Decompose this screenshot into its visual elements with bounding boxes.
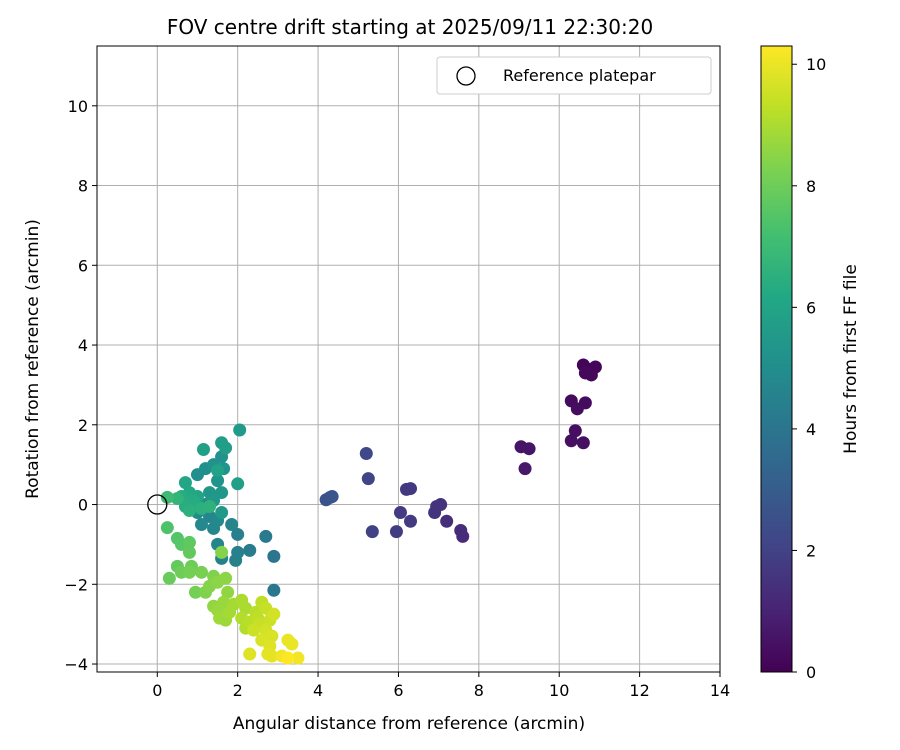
data-point (564, 434, 578, 448)
data-point (182, 504, 196, 518)
chart-title: FOV centre drift starting at 2025/09/11 … (167, 15, 653, 39)
data-points (160, 358, 602, 665)
data-point (259, 529, 273, 543)
data-point (568, 424, 582, 438)
data-point (182, 535, 196, 549)
data-point (197, 443, 211, 457)
data-point (231, 477, 245, 491)
y-tick-label: 6 (78, 256, 88, 275)
x-tick-label: 8 (474, 681, 484, 700)
data-point (211, 464, 225, 478)
data-point (219, 571, 233, 585)
x-tick-label: 12 (629, 681, 649, 700)
colorbar-tick-label: 0 (806, 663, 816, 682)
colorbar-tick-label: 10 (806, 55, 826, 74)
data-point (291, 651, 305, 665)
data-point (389, 525, 403, 539)
colorbar-gradient (760, 45, 793, 673)
plot-frame (96, 45, 721, 673)
data-point (229, 553, 243, 567)
data-point (440, 514, 454, 528)
data-point (404, 514, 418, 528)
data-point (160, 490, 174, 504)
data-point (265, 629, 279, 643)
y-tick-label: −2 (64, 575, 88, 594)
data-point (584, 368, 598, 382)
data-point (267, 549, 281, 563)
colorbar-label: Hours from first FF file (841, 264, 861, 454)
x-tick-label: 6 (393, 681, 403, 700)
data-point (233, 423, 247, 437)
y-tick-label: −4 (64, 655, 88, 674)
data-point (217, 595, 231, 609)
data-point (203, 500, 217, 514)
reference-point (147, 494, 168, 515)
data-point (361, 472, 375, 486)
colorbar-tick-label: 4 (806, 420, 816, 439)
data-point (393, 506, 407, 520)
data-point (281, 651, 295, 665)
data-point (267, 607, 281, 621)
data-point (178, 476, 192, 490)
y-tick-label: 10 (68, 97, 88, 116)
data-point (267, 583, 281, 597)
colorbar-ticks: 0 2 4 6 8 10 (792, 55, 826, 682)
legend-label: Reference platepar (503, 66, 656, 85)
x-tick-label: 14 (710, 681, 730, 700)
y-tick-label: 8 (78, 177, 88, 196)
y-axis-label: Rotation from reference (arcmin) (23, 219, 43, 499)
data-point (243, 647, 257, 661)
x-tick-label: 4 (313, 681, 323, 700)
data-point (188, 585, 202, 599)
data-point (225, 517, 239, 531)
y-tick-label: 2 (78, 416, 88, 435)
y-tick-label: 0 (78, 496, 88, 515)
x-tick-label: 0 (152, 681, 162, 700)
data-point (325, 490, 339, 504)
data-point (215, 506, 229, 520)
colorbar-tick-label: 8 (806, 177, 816, 196)
x-tick-label: 2 (233, 681, 243, 700)
data-point (365, 525, 379, 539)
data-point (215, 545, 229, 559)
data-point (570, 402, 584, 416)
colorbar: 0 2 4 6 8 10 Hours from first FF file (760, 45, 861, 682)
data-point (195, 565, 209, 579)
data-point (215, 486, 229, 500)
colorbar-tick-label: 2 (806, 541, 816, 560)
x-axis-ticks: 0 2 4 6 8 10 12 14 (152, 672, 730, 700)
legend-reference-marker (456, 66, 476, 86)
data-point (285, 637, 299, 651)
colorbar-tick-label: 6 (806, 298, 816, 317)
data-point (404, 482, 418, 496)
x-axis-label: Angular distance from reference (arcmin) (233, 714, 585, 734)
data-point (265, 649, 279, 663)
data-point (247, 623, 261, 637)
y-tick-label: 4 (78, 336, 88, 355)
data-point (239, 601, 253, 615)
data-point (428, 506, 442, 520)
data-point (182, 565, 196, 579)
reference-marker (147, 494, 168, 515)
data-point (522, 442, 536, 456)
data-point (182, 545, 196, 559)
data-point (162, 571, 176, 585)
data-point (359, 446, 373, 460)
data-point (243, 543, 257, 557)
y-axis-ticks: −4 −2 0 2 4 6 8 10 (64, 97, 97, 674)
data-point (456, 529, 470, 543)
data-point (518, 462, 532, 476)
data-point (170, 492, 184, 506)
data-point (195, 517, 209, 531)
legend: Reference platepar (436, 56, 712, 95)
data-point (231, 527, 245, 541)
data-point (160, 521, 174, 535)
data-point (219, 441, 233, 455)
data-point (211, 474, 225, 488)
data-point (576, 436, 590, 450)
x-tick-label: 10 (549, 681, 569, 700)
data-point (221, 585, 235, 599)
legend-box (436, 56, 712, 95)
